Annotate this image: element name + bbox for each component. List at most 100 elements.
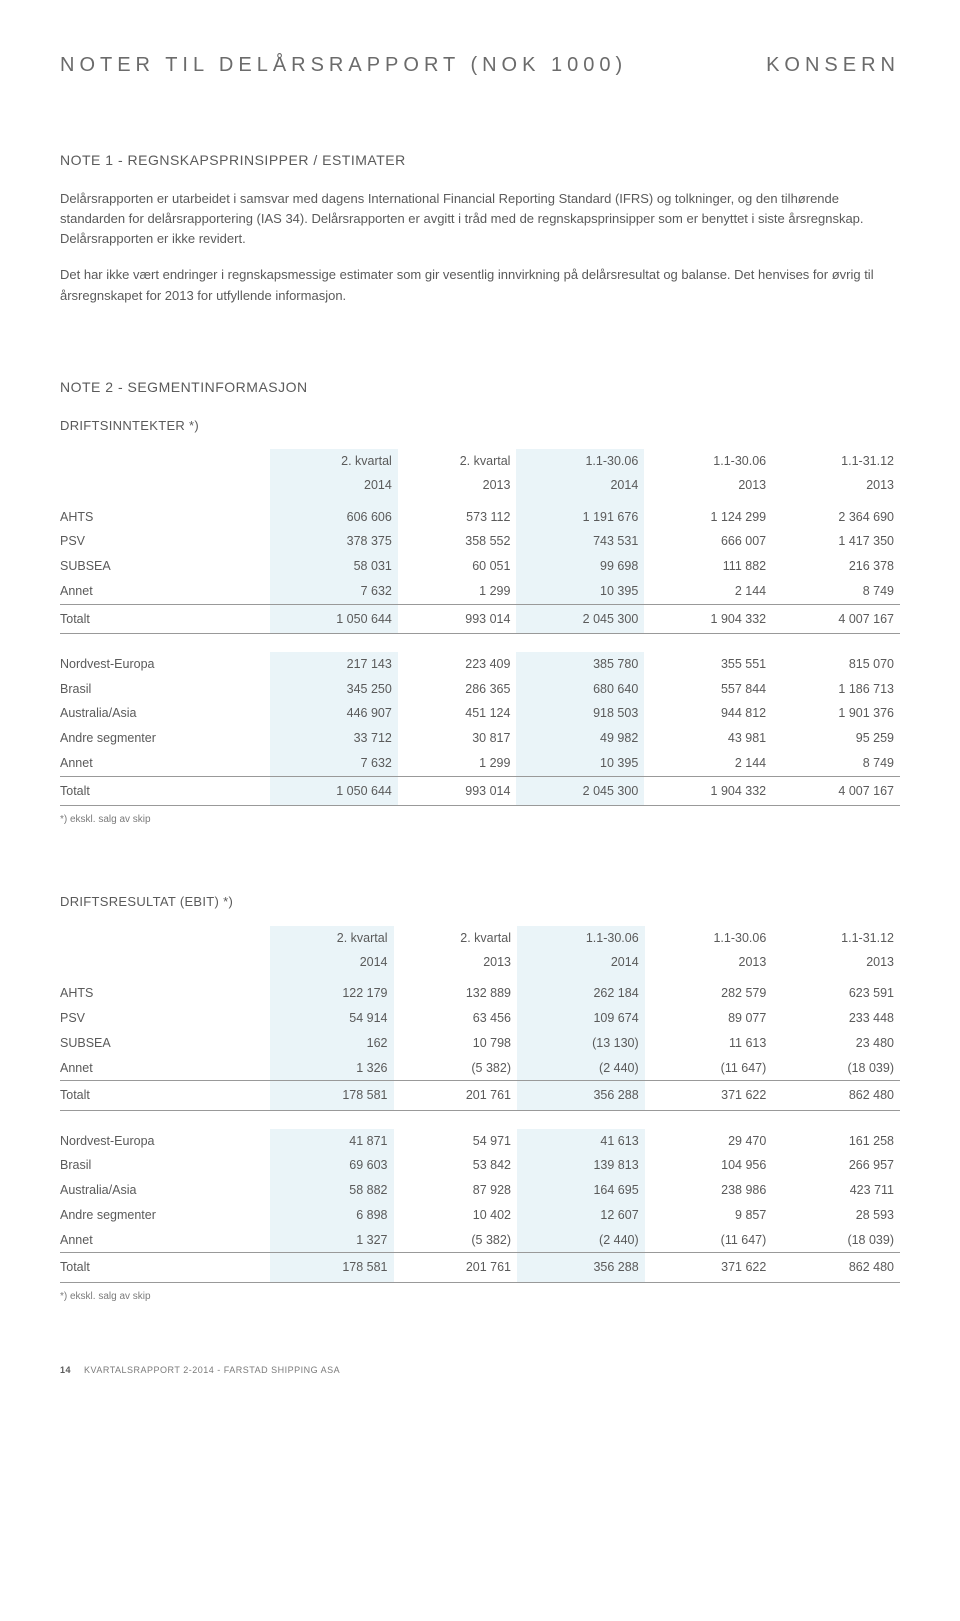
cell: 10 402	[394, 1203, 518, 1228]
row-label: Annet	[60, 579, 270, 604]
cell: 1 901 376	[772, 701, 900, 726]
cell: 1 326	[270, 1056, 394, 1081]
cell: 1 299	[398, 579, 517, 604]
cell: 1 050 644	[270, 776, 398, 806]
col-year: 2013	[645, 950, 773, 982]
table-row: Brasil345 250286 365680 640557 8441 186 …	[60, 677, 900, 702]
table-row: Totalt1 050 644993 0142 045 3001 904 332…	[60, 776, 900, 806]
table-row: AHTS606 606573 1121 191 6761 124 2992 36…	[60, 505, 900, 530]
table-row: PSV54 91463 456109 67489 077233 448	[60, 1006, 900, 1031]
row-label: Annet	[60, 1228, 270, 1253]
cell: 201 761	[394, 1081, 518, 1111]
cell: 29 470	[645, 1129, 773, 1154]
table-row: Brasil69 60353 842139 813104 956266 957	[60, 1153, 900, 1178]
cell: 371 622	[645, 1081, 773, 1111]
col-year: 2014	[270, 950, 394, 982]
tableB-body: AHTS122 179132 889262 184282 579623 591P…	[60, 981, 900, 1282]
cell: 2 144	[644, 751, 772, 776]
tableB-title: DRIFTSRESULTAT (EBIT) *)	[60, 892, 900, 912]
cell: 815 070	[772, 652, 900, 677]
cell: 10 395	[516, 579, 644, 604]
cell: 41 871	[270, 1129, 394, 1154]
table-row: Totalt178 581201 761356 288371 622862 48…	[60, 1081, 900, 1111]
tableB: 2. kvartal 2. kvartal 1.1-30.06 1.1-30.0…	[60, 926, 900, 1283]
cell: 862 480	[772, 1081, 900, 1111]
row-label: Nordvest-Europa	[60, 652, 270, 677]
col-year: 2013	[394, 950, 518, 982]
cell: (13 130)	[517, 1031, 645, 1056]
table-row: Annet1 327(5 382)(2 440)(11 647)(18 039)	[60, 1228, 900, 1253]
row-label: PSV	[60, 1006, 270, 1031]
note1-section: NOTE 1 - REGNSKAPSPRINSIPPER / ESTIMATER…	[60, 150, 900, 306]
cell: 9 857	[645, 1203, 773, 1228]
tableA-body: AHTS606 606573 1121 191 6761 124 2992 36…	[60, 505, 900, 806]
cell: 356 288	[517, 1081, 645, 1111]
cell: 286 365	[398, 677, 517, 702]
cell: 1 904 332	[644, 776, 772, 806]
col-head: 1.1-31.12	[772, 449, 900, 473]
cell: (11 647)	[645, 1056, 773, 1081]
cell: 28 593	[772, 1203, 900, 1228]
col-year: 2014	[517, 950, 645, 982]
cell: 385 780	[516, 652, 644, 677]
table-row: Totalt1 050 644993 0142 045 3001 904 332…	[60, 604, 900, 634]
cell: 944 812	[644, 701, 772, 726]
table-row: Totalt178 581201 761356 288371 622862 48…	[60, 1253, 900, 1283]
col-head: 2. kvartal	[270, 926, 394, 950]
col-head: 1.1-30.06	[517, 926, 645, 950]
cell: 266 957	[772, 1153, 900, 1178]
row-label: Andre segmenter	[60, 1203, 270, 1228]
table-row: Annet7 6321 29910 3952 1448 749	[60, 579, 900, 604]
cell: 49 982	[516, 726, 644, 751]
row-label: Annet	[60, 1056, 270, 1081]
cell: 12 607	[517, 1203, 645, 1228]
cell: 139 813	[517, 1153, 645, 1178]
cell: (18 039)	[772, 1056, 900, 1081]
col-head: 1.1-30.06	[644, 449, 772, 473]
col-year: 2013	[772, 473, 900, 505]
cell: 162	[270, 1031, 394, 1056]
cell: 111 882	[644, 554, 772, 579]
page-footer: 14 KVARTALSRAPPORT 2-2014 - FARSTAD SHIP…	[60, 1364, 900, 1378]
cell: (2 440)	[517, 1056, 645, 1081]
row-label: Nordvest-Europa	[60, 1129, 270, 1154]
table-row: Australia/Asia446 907451 124918 503944 8…	[60, 701, 900, 726]
cell: 4 007 167	[772, 604, 900, 634]
row-label: Brasil	[60, 1153, 270, 1178]
cell: 217 143	[270, 652, 398, 677]
cell: 1 299	[398, 751, 517, 776]
col-year: 2013	[772, 950, 900, 982]
cell: 216 378	[772, 554, 900, 579]
table-row: PSV378 375358 552743 531666 0071 417 350	[60, 529, 900, 554]
cell: 262 184	[517, 981, 645, 1006]
row-label: Totalt	[60, 1081, 270, 1111]
col-year: 2014	[270, 473, 398, 505]
cell: 1 904 332	[644, 604, 772, 634]
cell: (5 382)	[394, 1056, 518, 1081]
cell: 109 674	[517, 1006, 645, 1031]
cell: (11 647)	[645, 1228, 773, 1253]
table-row: Annet7 6321 29910 3952 1448 749	[60, 751, 900, 776]
cell: 23 480	[772, 1031, 900, 1056]
col-year: 2013	[644, 473, 772, 505]
cell: (5 382)	[394, 1228, 518, 1253]
row-label: Australia/Asia	[60, 701, 270, 726]
cell: 10 395	[516, 751, 644, 776]
tableA: 2. kvartal 2. kvartal 1.1-30.06 1.1-30.0…	[60, 449, 900, 806]
page-number: 14	[60, 1365, 71, 1375]
table-row: Australia/Asia58 88287 928164 695238 986…	[60, 1178, 900, 1203]
cell: 345 250	[270, 677, 398, 702]
cell: 623 591	[772, 981, 900, 1006]
cell: 918 503	[516, 701, 644, 726]
cell: 2 045 300	[516, 776, 644, 806]
header-left: NOTER TIL DELÅRSRAPPORT (NOK 1000)	[60, 50, 627, 80]
cell: 680 640	[516, 677, 644, 702]
cell: 122 179	[270, 981, 394, 1006]
cell: 606 606	[270, 505, 398, 530]
table-row: AHTS122 179132 889262 184282 579623 591	[60, 981, 900, 1006]
cell: 371 622	[645, 1253, 773, 1283]
cell: 53 842	[394, 1153, 518, 1178]
cell: 95 259	[772, 726, 900, 751]
cell: 8 749	[772, 751, 900, 776]
cell: 41 613	[517, 1129, 645, 1154]
